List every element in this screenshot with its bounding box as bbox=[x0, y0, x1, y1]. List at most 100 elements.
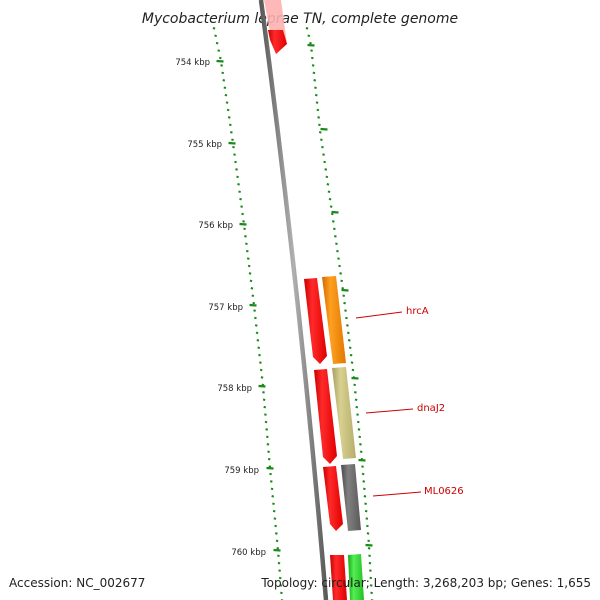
gc-skew-dash bbox=[248, 272, 252, 275]
gc-skew-dash bbox=[256, 339, 260, 342]
gc-skew-dash bbox=[215, 41, 219, 45]
gc-skew-dash bbox=[278, 569, 281, 572]
backbone-arc bbox=[258, 0, 329, 600]
gc-skew-dash bbox=[265, 428, 269, 431]
gc-skew-dash bbox=[345, 316, 348, 320]
gc-skew-dash bbox=[364, 509, 368, 513]
gc-skew-dash bbox=[342, 294, 346, 297]
gc-skew-dash bbox=[305, 27, 309, 30]
gene-label-ML0626: ML0626 bbox=[424, 486, 464, 497]
tick-label: 756 kbp bbox=[198, 221, 233, 231]
gc-skew-dash bbox=[222, 79, 226, 82]
map-title: Mycobacterium leprae TN, complete genome bbox=[142, 11, 458, 27]
gc-skew-major-dash bbox=[365, 543, 373, 547]
gc-skew-dash bbox=[359, 443, 362, 446]
gc-skew-dash bbox=[240, 205, 243, 208]
gc-skew-dash bbox=[237, 183, 240, 186]
gc-skew-dash bbox=[259, 368, 263, 372]
gc-skew-dash bbox=[276, 547, 280, 550]
gc-skew-dash bbox=[258, 353, 261, 357]
gc-skew-dash bbox=[274, 532, 278, 535]
gc-skew-dash bbox=[270, 487, 274, 491]
gc-skew-dash bbox=[254, 324, 258, 327]
gc-skew-dash bbox=[326, 183, 330, 186]
gc-skew-dash bbox=[336, 249, 339, 253]
gc-skew-dash bbox=[250, 287, 254, 290]
gc-skew-dash bbox=[346, 331, 350, 335]
gc-skew-dash bbox=[238, 190, 241, 193]
gc-skew-dash bbox=[362, 487, 366, 491]
gc-skew-dash bbox=[245, 242, 248, 245]
green-feature bbox=[348, 554, 364, 600]
tick-label: 760 kbp bbox=[231, 548, 266, 558]
gc-skew-dash bbox=[218, 56, 222, 60]
leader-hrcA bbox=[355, 311, 403, 319]
gc-skew-dash bbox=[332, 227, 336, 231]
gc-skew-dash bbox=[322, 153, 325, 156]
gc-skew-dash bbox=[239, 197, 242, 201]
gc-skew-dash bbox=[234, 160, 237, 164]
leader-dnaJ2 bbox=[365, 408, 414, 414]
gc-skew-dash bbox=[263, 405, 267, 409]
gc-skew-dash bbox=[227, 116, 231, 119]
gc-skew-dash bbox=[279, 584, 283, 587]
gc-skew-dash bbox=[231, 138, 234, 141]
gc-skew-dash bbox=[327, 190, 331, 193]
gc-skew-dash bbox=[316, 108, 320, 112]
gc-skew-dash bbox=[343, 301, 346, 305]
gc-skew-dash bbox=[272, 509, 276, 513]
cds-feature-inner-4 bbox=[330, 555, 347, 600]
cds-feature-top bbox=[264, 0, 287, 54]
gc-skew-dash bbox=[224, 93, 228, 97]
gc-skew-dash bbox=[361, 472, 365, 476]
gc-skew-dash bbox=[261, 383, 265, 387]
gc-skew-dash bbox=[356, 420, 360, 424]
gc-skew-dash bbox=[318, 131, 322, 134]
gc-skew-dash bbox=[265, 435, 269, 439]
gc-skew-dash bbox=[329, 205, 333, 208]
gc-skew-dash bbox=[367, 539, 370, 543]
gc-skew-dash bbox=[330, 212, 334, 216]
gc-skew-dash bbox=[242, 220, 245, 223]
gc-skew-dash bbox=[235, 168, 238, 171]
gc-skew-dash bbox=[274, 524, 277, 528]
gc-skew-dash bbox=[257, 346, 261, 349]
gc-skew-dash bbox=[314, 86, 317, 89]
gc-skew-dash bbox=[262, 398, 266, 401]
gc-skew-dash bbox=[362, 480, 366, 483]
gc-skew-dash bbox=[369, 569, 372, 572]
gc-skew-dash bbox=[354, 398, 358, 401]
gc-skew-dash bbox=[233, 153, 236, 156]
gc-skew-dash bbox=[262, 391, 265, 394]
gc-skew-dash bbox=[318, 123, 321, 127]
gc-skew-dash bbox=[275, 539, 279, 543]
gc-skew-dash bbox=[267, 457, 271, 461]
gc-skew-dash bbox=[347, 339, 351, 342]
gc-skew-dash bbox=[264, 413, 267, 416]
gc-skew-dash bbox=[244, 235, 247, 238]
gc-skew-dash bbox=[245, 249, 249, 253]
gc-skew-dash bbox=[368, 561, 372, 565]
gc-skew-dash bbox=[269, 480, 273, 483]
gc-skew-dash bbox=[344, 309, 347, 312]
gc-skew-dash bbox=[314, 93, 318, 97]
gc-skew-dash bbox=[348, 346, 352, 349]
cds-feature-inner-1 bbox=[304, 278, 327, 364]
gc-skew-dash bbox=[359, 450, 363, 453]
gc-skew-dash bbox=[310, 49, 313, 52]
gc-skew-dash bbox=[267, 450, 270, 453]
gc-skew-dash bbox=[221, 71, 225, 75]
gc-skew-dash bbox=[320, 138, 323, 141]
kbp-tick-labels: 754 kbp 755 kbp 756 kbp 757 kbp 758 kbp … bbox=[175, 58, 266, 558]
gc-skew-major-dash bbox=[358, 458, 366, 462]
gc-skew-dash bbox=[228, 123, 232, 127]
gc-skew-dash bbox=[356, 413, 359, 416]
gc-skew-dash bbox=[272, 502, 275, 505]
gc-skew-dash bbox=[331, 220, 335, 223]
gc-skew-dash bbox=[214, 34, 217, 37]
gc-skew-dash bbox=[366, 524, 369, 528]
gc-skew-dash bbox=[341, 287, 345, 290]
gc-skew-dash bbox=[339, 272, 342, 275]
tick-label: 758 kbp bbox=[217, 384, 252, 394]
